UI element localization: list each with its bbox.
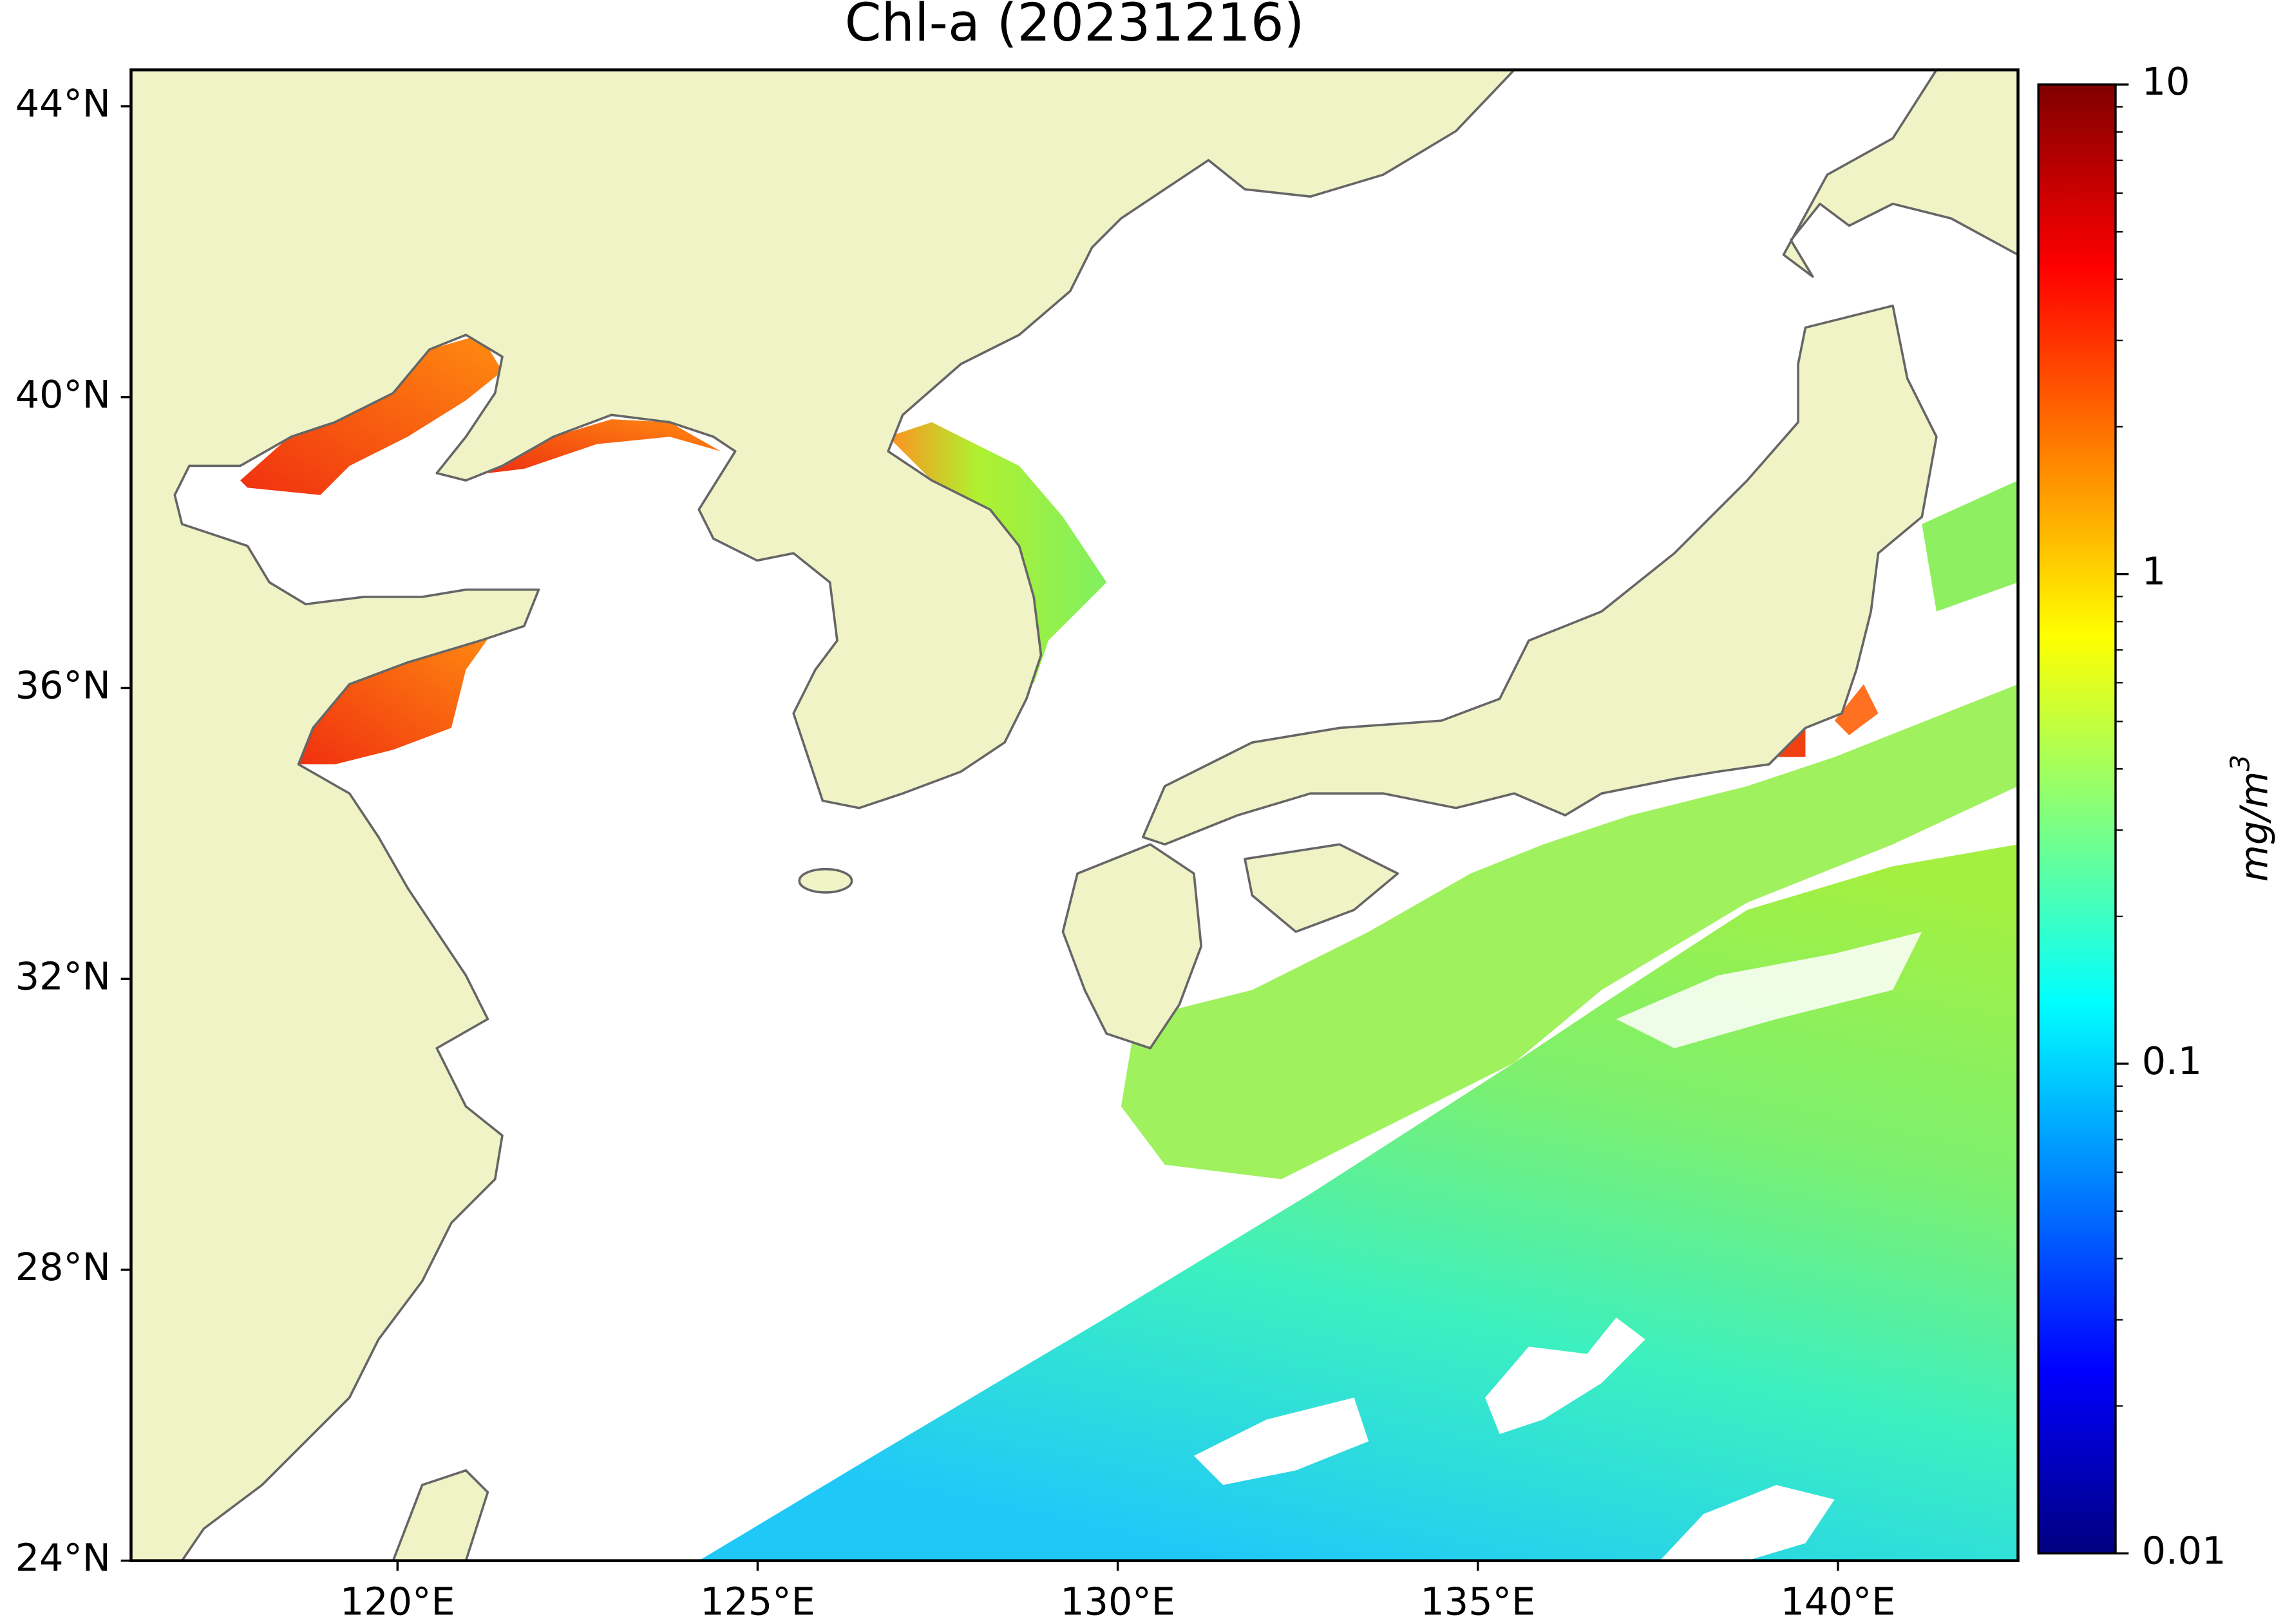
chl-patch bbox=[298, 628, 495, 764]
x-tick-label: 130°E bbox=[1060, 1580, 1175, 1624]
x-tick-label: 125°E bbox=[700, 1580, 815, 1624]
colorbar-tick-label: 10 bbox=[2142, 59, 2190, 104]
colorbar-label-exponent: 3 bbox=[2225, 755, 2256, 771]
x-tick-label: 135°E bbox=[1420, 1580, 1535, 1624]
x-tick-label: 140°E bbox=[1781, 1580, 1896, 1624]
colorbar bbox=[2037, 83, 2117, 1555]
y-tick-label: 36°N bbox=[15, 663, 111, 708]
kyushu bbox=[1061, 843, 1203, 1050]
map-area bbox=[131, 70, 2018, 1561]
colorbar-label-text: mg/m bbox=[2231, 771, 2276, 882]
colorbar-label: mg/m3 bbox=[2225, 755, 2277, 882]
chl-patch bbox=[488, 419, 721, 473]
map-title: Chl-a (20231216) bbox=[845, 0, 1305, 53]
cloud bbox=[1616, 931, 1922, 1048]
jeju bbox=[798, 867, 853, 894]
y-tick-label: 40°N bbox=[15, 372, 111, 417]
honshu bbox=[1141, 304, 1938, 846]
chl-patch bbox=[240, 335, 502, 495]
colorbar-tick-label: 0.01 bbox=[2142, 1528, 2226, 1572]
cloud bbox=[1660, 1485, 1835, 1561]
hokkaido bbox=[1782, 70, 2018, 278]
y-tick-label: 44°N bbox=[15, 81, 111, 126]
y-tick-label: 24°N bbox=[15, 1536, 111, 1580]
x-tick-label: 120°E bbox=[340, 1580, 455, 1624]
chl-patch bbox=[1834, 684, 1879, 735]
colorbar-tick-label: 0.1 bbox=[2142, 1039, 2202, 1083]
continent bbox=[131, 70, 1516, 1561]
shikoku bbox=[1244, 843, 1399, 933]
chl-band bbox=[1121, 684, 2018, 1180]
map-frame bbox=[129, 68, 2020, 1562]
cloud bbox=[1193, 1397, 1369, 1486]
y-tick-label: 28°N bbox=[15, 1245, 111, 1289]
colorbar-tick-label: 1 bbox=[2142, 549, 2166, 594]
cloud bbox=[1485, 1317, 1645, 1434]
y-tick-label: 32°N bbox=[15, 954, 111, 998]
chl-patch bbox=[1922, 480, 2018, 612]
taiwan bbox=[392, 1469, 489, 1561]
